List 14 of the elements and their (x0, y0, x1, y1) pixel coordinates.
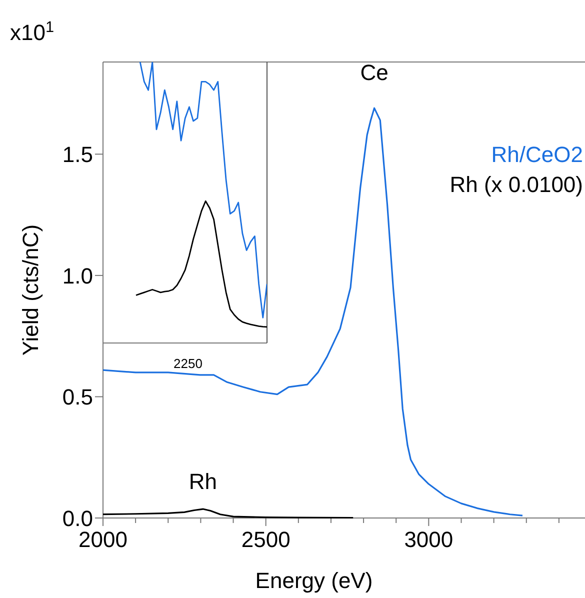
y-axis-title: Yield (cts/nC) (18, 224, 43, 356)
text: Rh (x 0.0100) (450, 172, 583, 197)
y-tick-label: 1.0 (62, 263, 93, 288)
x-tick-label: 3000 (404, 526, 454, 552)
x-axis-title: Energy (eV) (255, 568, 373, 593)
line-series (103, 508, 354, 519)
annotation: Ce (360, 60, 388, 86)
annotation: 2250 (174, 356, 202, 371)
annotation: Rh (188, 469, 218, 494)
y-tick-label: 0.5 (62, 384, 93, 410)
y-tick-label: 1.5 (62, 142, 93, 168)
text: x10$^{1}$ (10, 18, 54, 45)
text: Rh/CeO2 (491, 142, 583, 167)
x-tick-label: 2500 (241, 526, 290, 552)
